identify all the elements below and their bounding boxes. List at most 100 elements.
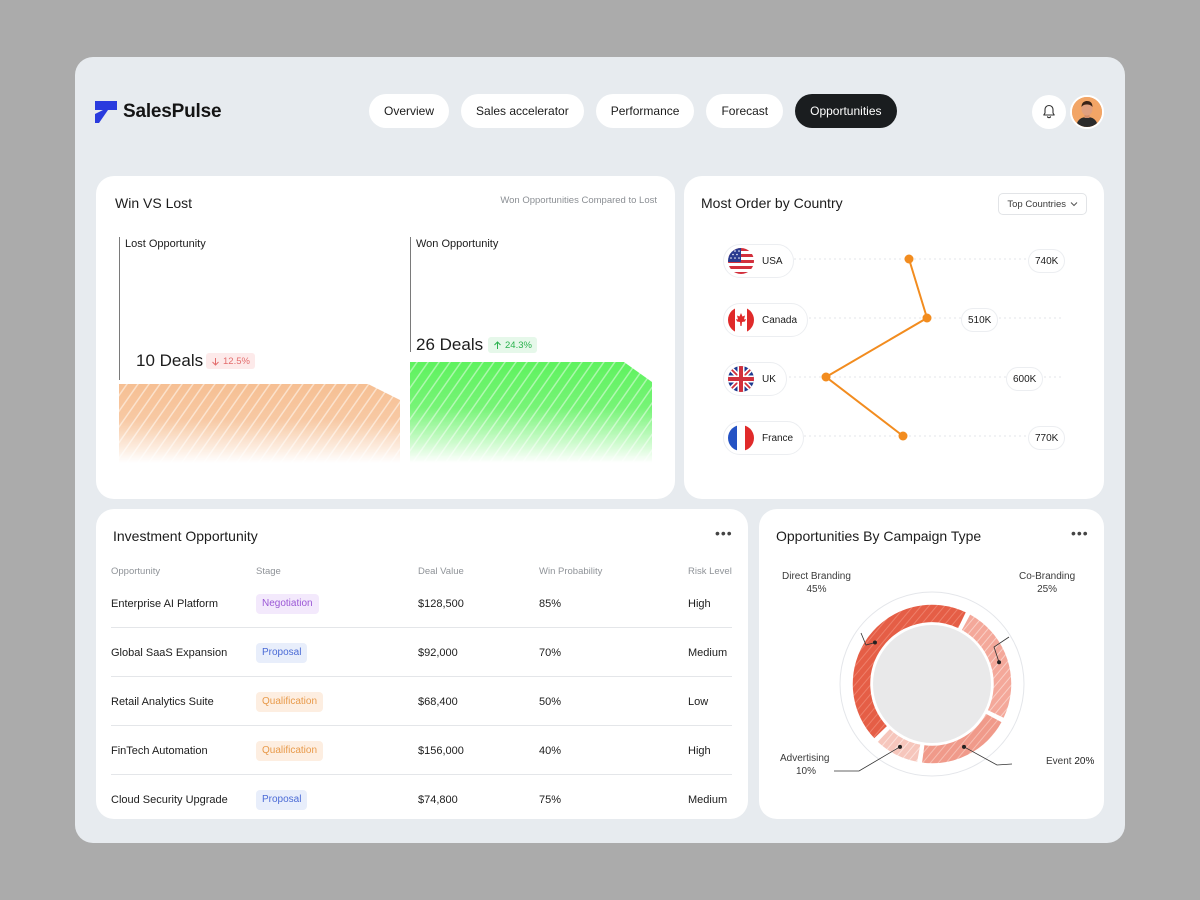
- win-probability: 70%: [539, 646, 562, 659]
- label-event: Event 20%: [1046, 755, 1094, 768]
- donut-outer-ring: [839, 591, 1025, 777]
- lost-deals-count: 10 Deals: [136, 351, 204, 370]
- segment-percent: 25%: [1037, 584, 1058, 595]
- country-france: France: [723, 421, 805, 455]
- logo-mark-icon: [95, 101, 117, 123]
- leader-line: [993, 636, 1010, 663]
- tab-sales-accelerator[interactable]: Sales accelerator: [461, 94, 584, 128]
- win-probability: 85%: [539, 597, 562, 610]
- dropdown-value: Top Countries: [1007, 198, 1066, 210]
- column-header-deal-value[interactable]: Deal Value: [418, 566, 464, 577]
- win-vs-lost-card: Win VS Lost Won Opportunities Compared t…: [96, 176, 675, 499]
- tab-performance[interactable]: Performance: [595, 94, 695, 128]
- country-data-point[interactable]: [821, 372, 831, 382]
- country-name: Canada: [762, 314, 798, 326]
- stage-badge: Proposal: [256, 642, 308, 663]
- risk-level: High: [688, 597, 711, 610]
- deal-value: $68,400: [418, 695, 458, 708]
- more-options-icon[interactable]: •••: [715, 525, 733, 541]
- leader-line: [834, 746, 901, 772]
- segment-percent: 10%: [796, 766, 817, 777]
- won-area: [410, 362, 652, 463]
- donut-center: [873, 625, 991, 743]
- bell-icon: [1043, 104, 1055, 119]
- won-marker-line: [410, 237, 411, 352]
- country-value-uk: 600K: [1006, 367, 1044, 391]
- chevron-down-icon: [1070, 202, 1078, 207]
- segment-name: Co-Branding: [1019, 571, 1076, 582]
- column-header-win-probability[interactable]: Win Probability: [539, 566, 603, 577]
- donut-segment-direct-branding[interactable]: [851, 603, 968, 741]
- win-vs-lost-subtitle: Won Opportunities Compared to Lost: [500, 195, 657, 206]
- tab-opportunities[interactable]: Opportunities: [795, 94, 897, 128]
- won-deals-count: 26 Deals: [416, 335, 484, 354]
- tab-forecast[interactable]: Forecast: [706, 94, 784, 128]
- risk-level: Low: [688, 695, 709, 708]
- country-data-point[interactable]: [898, 431, 908, 441]
- campaign-type-title: Opportunities By Campaign Type: [776, 528, 982, 544]
- lost-change-value: 12.5%: [223, 355, 250, 367]
- tab-overview[interactable]: Overview: [369, 94, 450, 128]
- top-countries-dropdown[interactable]: Top Countries: [998, 193, 1087, 215]
- opportunity-name: Global SaaS Expansion: [111, 646, 228, 659]
- table-row[interactable]: Global SaaS Expansion Proposal $92,000 7…: [111, 628, 732, 677]
- country-value-usa: 740K: [1028, 249, 1066, 273]
- logo[interactable]: SalesPulse: [95, 101, 222, 123]
- user-avatar[interactable]: [1070, 95, 1104, 129]
- donut-segment-event[interactable]: [920, 712, 1004, 765]
- column-header-risk-level[interactable]: Risk Level: [688, 566, 732, 577]
- win-vs-lost-title: Win VS Lost: [115, 195, 193, 211]
- lost-area: [119, 384, 400, 463]
- avatar-illustration: [1072, 97, 1102, 127]
- opportunity-name: Enterprise AI Platform: [111, 597, 218, 610]
- more-options-icon[interactable]: •••: [1071, 525, 1089, 541]
- opportunity-name: Retail Analytics Suite: [111, 695, 214, 708]
- country-data-point[interactable]: [904, 254, 914, 264]
- table-row[interactable]: Cloud Security Upgrade Proposal $74,800 …: [111, 775, 732, 824]
- column-header-stage[interactable]: Stage: [256, 566, 281, 577]
- table-row[interactable]: Enterprise AI Platform Negotiation $128,…: [111, 579, 732, 628]
- stage-badge: Qualification: [256, 740, 324, 761]
- country-name: UK: [762, 373, 776, 385]
- win-probability: 75%: [539, 793, 562, 806]
- label-co-branding: Co-Branding 25%: [1019, 570, 1075, 596]
- table-row[interactable]: Retail Analytics Suite Qualification $68…: [111, 677, 732, 726]
- country-value-canada: 510K: [961, 308, 999, 332]
- segment-name: Direct Branding: [782, 571, 851, 582]
- notifications-button[interactable]: [1032, 95, 1066, 129]
- lost-opportunity-label: Lost Opportunity: [125, 238, 206, 250]
- arrow-up-icon: [494, 340, 501, 349]
- label-direct-branding: Direct Branding 45%: [782, 570, 851, 596]
- main-nav: Overview Sales accelerator Performance F…: [369, 94, 897, 128]
- stage-badge: Proposal: [256, 789, 308, 810]
- leader-dot: [872, 640, 877, 645]
- leader-line: [963, 746, 1013, 766]
- country-name: France: [762, 432, 794, 444]
- country-data-point[interactable]: [922, 313, 932, 323]
- leader-line: [860, 632, 876, 646]
- won-change-badge: 24.3%: [488, 337, 537, 353]
- win-probability: 40%: [539, 744, 562, 757]
- segment-name: Advertising: [780, 753, 830, 764]
- risk-level: High: [688, 744, 711, 757]
- country-line-chart: [789, 254, 1064, 441]
- canada-flag-icon: [728, 307, 754, 333]
- win-probability: 50%: [539, 695, 562, 708]
- investment-opportunity-title: Investment Opportunity: [113, 528, 258, 544]
- orders-by-country-card: Most Order by Country Top Countries USA: [684, 176, 1104, 499]
- deal-value: $128,500: [418, 597, 464, 610]
- campaign-type-card: Opportunities By Campaign Type •••: [759, 509, 1104, 819]
- donut-segment-co-branding[interactable]: [960, 612, 1013, 720]
- risk-level: Medium: [688, 646, 728, 659]
- win-lost-chart: [119, 362, 652, 463]
- investment-opportunity-card: Investment Opportunity ••• Opportunity S…: [96, 509, 748, 819]
- leader-dot: [962, 744, 967, 749]
- country-canada: Canada: [723, 303, 809, 337]
- column-header-opportunity[interactable]: Opportunity: [111, 566, 161, 577]
- orders-line: [824, 258, 929, 437]
- country-name: USA: [762, 255, 783, 267]
- segment-name: Event: [1046, 756, 1072, 767]
- won-change-value: 24.3%: [505, 339, 532, 351]
- opportunity-name: FinTech Automation: [111, 744, 208, 757]
- table-row[interactable]: FinTech Automation Qualification $156,00…: [111, 726, 732, 775]
